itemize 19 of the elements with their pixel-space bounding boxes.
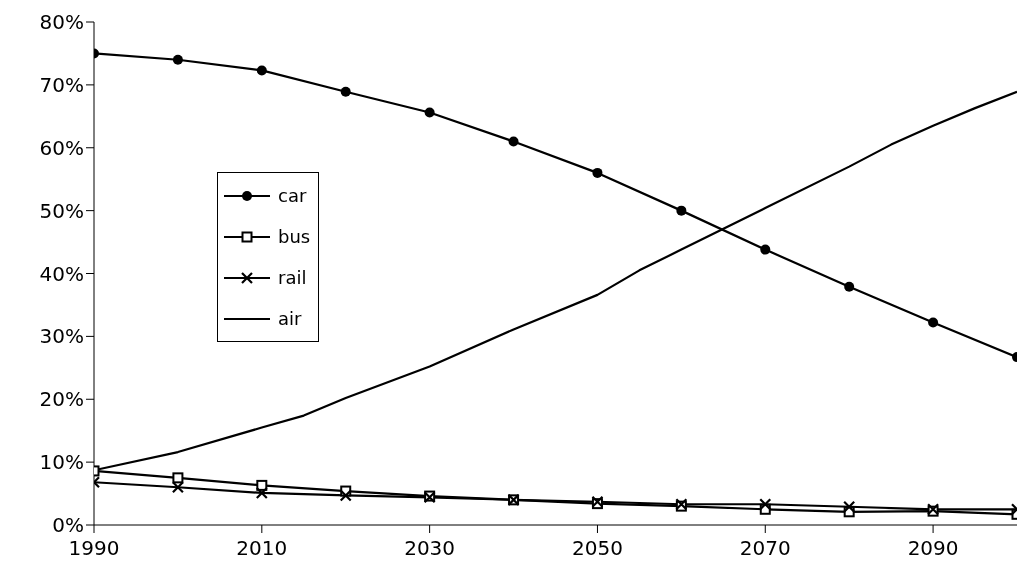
x-tick-label: 2010 (236, 536, 288, 561)
x-tick-label: 1990 (68, 536, 120, 561)
y-tick-label: 50% (39, 198, 84, 223)
y-tick-label: 10% (39, 450, 84, 475)
y-tick-label: 0% (52, 513, 84, 538)
legend-label: car (278, 185, 307, 206)
y-tick-label: 80% (39, 10, 84, 35)
y-tick-label: 70% (39, 72, 84, 97)
x-tick-label: 2030 (404, 536, 456, 561)
legend-label: air (278, 308, 302, 329)
y-tick-label: 30% (39, 324, 84, 349)
legend-label: rail (278, 267, 307, 288)
y-tick-label: 60% (39, 135, 84, 160)
x-tick-label: 2090 (907, 536, 959, 561)
y-tick-label: 20% (39, 387, 84, 412)
legend-label: bus (278, 226, 311, 247)
x-tick-label: 2050 (572, 536, 623, 561)
x-tick-label: 2070 (739, 536, 791, 561)
y-tick-label: 40% (39, 261, 84, 286)
